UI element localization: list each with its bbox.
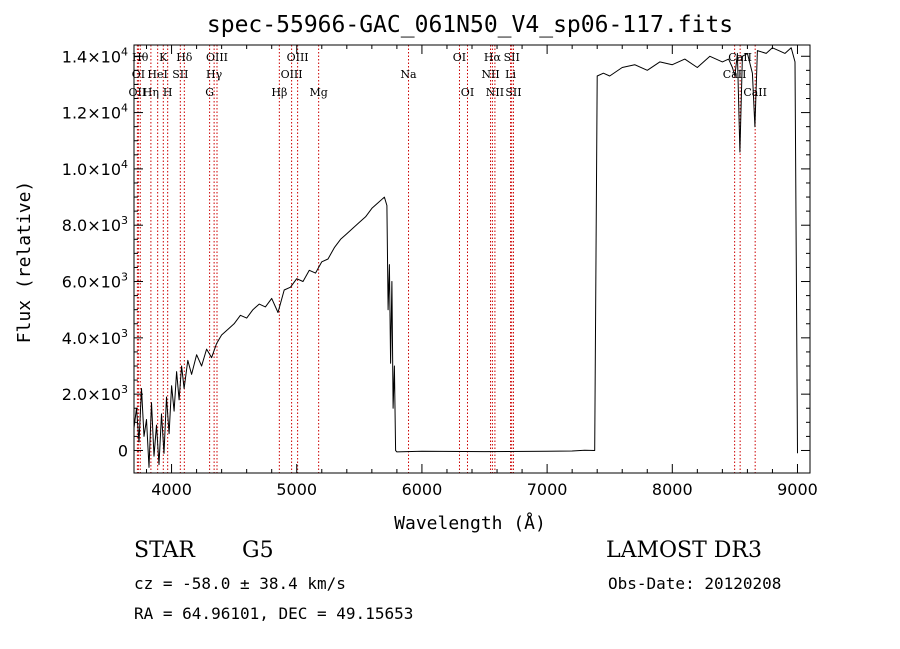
y-tick-label-0: 0: [118, 441, 128, 460]
y-tick-mantissa-1: 2.0×10: [62, 385, 121, 404]
y-tick-mantissa-2: 4.0×10: [62, 329, 121, 348]
y-tick-exponent-1: 3: [121, 383, 128, 396]
ra-dec: RA = 64.96101, DEC = 49.15653: [134, 604, 414, 623]
y-tick-label-5: 1.0×104: [62, 158, 128, 179]
redshift-cz: cz = -58.0 ± 38.4 km/s: [134, 574, 346, 593]
line-label-19: NII: [481, 68, 499, 81]
y-tick-exponent-6: 4: [121, 102, 128, 115]
x-tick-label-2: 6000: [402, 480, 443, 499]
y-axis-label: Flux (relative): [14, 181, 35, 344]
line-label-24: SII: [505, 86, 521, 99]
line-label-17: OI: [453, 51, 466, 64]
line-label-2: Hθ: [132, 51, 149, 64]
line-label-23: SII: [504, 51, 520, 64]
line-label-7: SII: [172, 68, 188, 81]
line-label-0: OII: [129, 86, 147, 99]
spectral-line-markers: [136, 45, 756, 473]
y-tick-label-7: 1.4×104: [62, 45, 128, 66]
plot-frame: [133, 44, 811, 474]
y-tick-mantissa-5: 1.0×10: [62, 160, 121, 179]
line-label-9: G: [205, 86, 214, 99]
spectrum-chart: OII OI Hθ Hη HeI K H SII Hδ G Hγ OIII Hβ OIII OIII Mg Na…: [14, 12, 818, 534]
line-label-1: OI: [132, 68, 145, 81]
line-label-20: Hα: [484, 51, 502, 64]
y-tick-mantissa-3: 6.0×10: [62, 273, 121, 292]
line-label-14: OIII: [287, 51, 309, 64]
survey-name: LAMOST DR3: [606, 538, 762, 563]
x-tick-label-3: 7000: [527, 480, 568, 499]
x-axis-ticks: 4000 5000 6000 7000 8000 9000: [146, 45, 818, 499]
line-label-11: OIII: [206, 51, 228, 64]
y-tick-exponent-2: 3: [121, 327, 128, 340]
flux-line-0: [133, 47, 798, 468]
line-label-22: Li: [505, 68, 516, 81]
object-subclass: G5: [242, 538, 274, 563]
y-tick-mantissa-6: 1.2×10: [62, 104, 121, 123]
observation-date: Obs-Date: 20120208: [608, 574, 782, 593]
y-tick-label-6: 1.2×104: [62, 102, 128, 123]
y-tick-exponent-4: 3: [121, 214, 128, 227]
y-tick-exponent-3: 3: [121, 271, 128, 284]
y-tick-mantissa-7: 1.4×10: [62, 47, 121, 66]
flux-series-group: [133, 47, 798, 468]
x-axis-label: Wavelength (Å): [394, 512, 546, 534]
line-label-27: CaII: [743, 86, 767, 99]
y-tick-label-4: 8.0×103: [62, 214, 128, 235]
x-tick-label-4: 8000: [652, 480, 693, 499]
line-label-6: H: [163, 86, 173, 99]
y-tick-mantissa-4: 8.0×10: [62, 216, 121, 235]
line-label-3: Hη: [143, 86, 159, 99]
y-axis-ticks: 02.0×1034.0×1036.0×1038.0×1031.0×1041.2×…: [62, 45, 810, 460]
y-tick-label-3: 6.0×103: [62, 271, 128, 292]
line-label-21: NII: [486, 86, 504, 99]
line-label-10: Hγ: [206, 68, 223, 81]
line-label-12: Hβ: [271, 86, 287, 99]
line-label-4: HeI: [147, 68, 167, 81]
y-tick-mantissa-0: 0: [118, 441, 128, 460]
line-label-18: OI: [461, 86, 474, 99]
line-label-16: Na: [400, 68, 417, 81]
line-label-8: Hδ: [176, 51, 193, 64]
y-tick-label-1: 2.0×103: [62, 383, 128, 404]
object-class: STAR: [134, 538, 195, 563]
line-label-5: K: [159, 51, 168, 64]
chart-title: spec-55966-GAC_061N50_V4_sp06-117.fits: [207, 12, 733, 38]
y-tick-exponent-7: 4: [121, 45, 128, 58]
x-tick-label-5: 9000: [777, 480, 818, 499]
y-tick-label-2: 4.0×103: [62, 327, 128, 348]
spectral-line-labels: OII OI Hθ Hη HeI K H SII Hδ G Hγ OIII Hβ OIII OIII Mg Na…: [129, 51, 767, 99]
line-label-13: OIII: [281, 68, 303, 81]
x-tick-label-1: 5000: [276, 480, 317, 499]
line-label-15: Mg: [309, 86, 327, 99]
x-tick-label-0: 4000: [151, 480, 192, 499]
y-tick-exponent-5: 4: [121, 158, 128, 171]
